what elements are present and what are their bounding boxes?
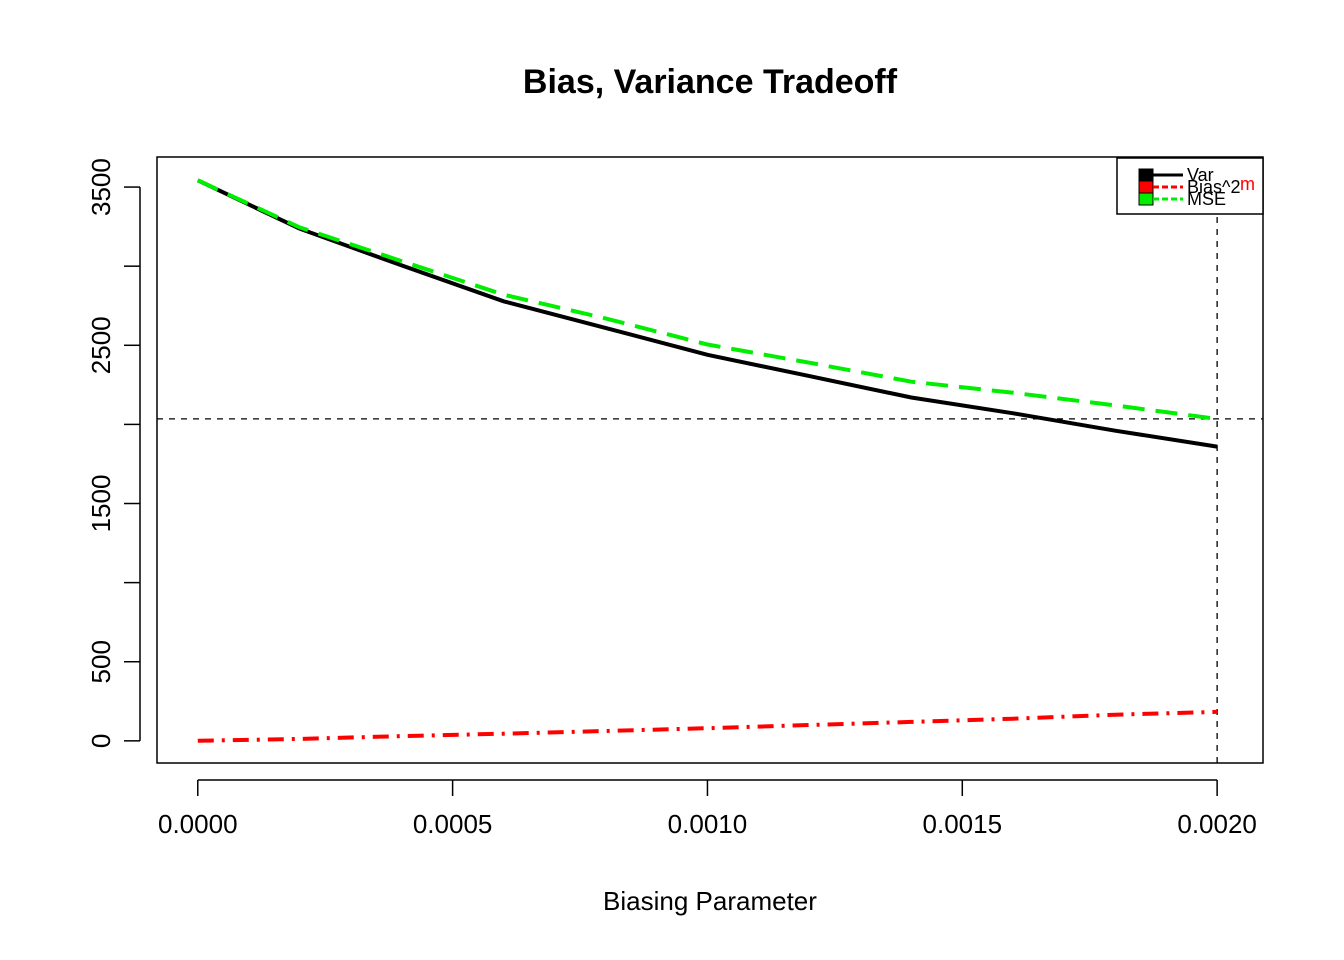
y-tick-label: 3500 <box>86 158 116 216</box>
x-tick-label: 0.0000 <box>158 809 238 839</box>
series-line-bias-2 <box>197 709 1218 743</box>
series-group <box>196 178 1218 743</box>
legend-label: Bias^2 <box>1187 177 1240 197</box>
y-tick-label: 0 <box>86 734 116 748</box>
x-tick-label: 0.0005 <box>413 809 493 839</box>
plot-frame <box>156 156 1264 764</box>
x-tick-label: 0.0020 <box>1177 809 1257 839</box>
x-tick-label: 0.0015 <box>923 809 1003 839</box>
x-axis: 0.0000 0.0005 0.0010 0.0015 0.0020 <box>158 779 1257 839</box>
series-line-mse <box>196 178 1218 421</box>
y-tick-label: 1500 <box>86 475 116 533</box>
reference-lines <box>157 157 1263 763</box>
x-axis-label: Biasing Parameter <box>603 886 817 916</box>
x-tick-label: 0.0010 <box>668 809 748 839</box>
legend-label: MSE <box>1187 189 1226 209</box>
y-axis: 0 500 1500 2500 3500 <box>86 158 141 748</box>
legend-swatch <box>1138 192 1154 206</box>
legend-extra-label: m <box>1240 174 1255 194</box>
legend-label: Var <box>1187 165 1214 185</box>
legend-swatch <box>1138 168 1154 182</box>
series-line-var <box>196 178 1218 449</box>
chart-title: Bias, Variance Tradeoff <box>523 63 898 101</box>
y-tick-label: 2500 <box>86 316 116 374</box>
y-tick-label: 500 <box>86 640 116 683</box>
legend-swatch <box>1138 180 1154 194</box>
